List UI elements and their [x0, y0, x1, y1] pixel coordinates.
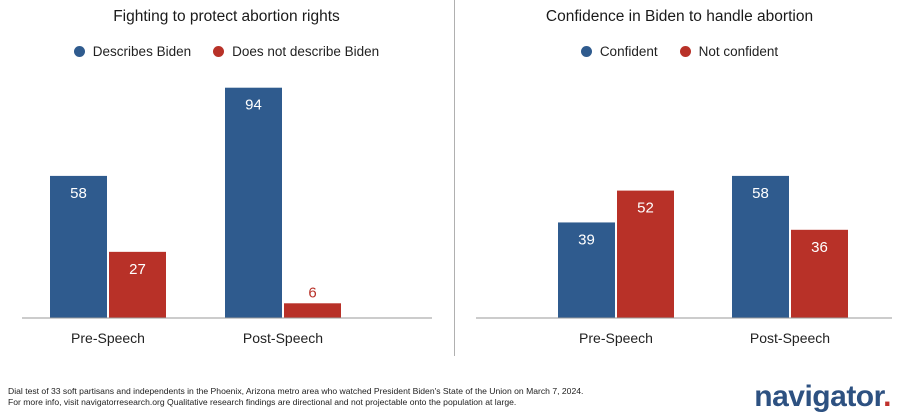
x-tick-label: Pre-Speech — [71, 330, 145, 346]
navigator-logo: navigator. — [754, 380, 891, 414]
data-label: 58 — [752, 185, 769, 202]
bar-pre-speech-series-1 — [617, 190, 674, 318]
legend-swatch-red — [679, 46, 691, 57]
x-tick-label: Pre-Speech — [579, 330, 653, 346]
bar-post-speech-series-1 — [791, 229, 848, 318]
bar-chart-abortion-rights: 58 27 Pre-Speech 94 6 Post-Speech — [22, 87, 432, 346]
logo-dot: . — [883, 380, 891, 413]
footnote: Dial test of 33 soft partisans and indep… — [8, 386, 583, 408]
legend-label: Does not describe Biden — [232, 44, 380, 59]
legend-swatch-red — [213, 46, 225, 57]
legend-swatch-blue — [580, 46, 592, 57]
chart-title: Fighting to protect abortion rights — [113, 8, 340, 25]
data-label: 6 — [308, 284, 316, 301]
legend-swatch-blue — [73, 46, 85, 57]
data-label: 27 — [129, 261, 146, 278]
legend-label: Not confident — [698, 44, 779, 59]
data-label: 36 — [811, 239, 828, 256]
bar-chart-confidence: 39 52 Pre-Speech 58 36 Post-Speech — [476, 175, 892, 346]
bar-pre-speech-series-0 — [50, 175, 107, 318]
panel-divider — [454, 0, 455, 356]
legend-label: Confident — [599, 44, 658, 59]
data-label: 58 — [70, 185, 87, 202]
left-chart-panel: Fighting to protect abortion rights Desc… — [0, 0, 453, 360]
x-tick-label: Post-Speech — [750, 330, 830, 346]
data-label: 94 — [245, 97, 262, 114]
right-chart-panel: Confidence in Biden to handle abortion C… — [456, 0, 903, 360]
legend-item: Does not describe Biden — [213, 44, 379, 59]
logo-text: navigator — [754, 380, 884, 413]
footnote-line: Dial test of 33 soft partisans and indep… — [8, 386, 584, 396]
bar-pre-speech-series-1 — [109, 251, 166, 318]
footnote-line: For more info, visit navigatorresearch.o… — [8, 397, 517, 407]
chart-legend: Confident Not confident — [456, 44, 903, 59]
chart-legend: Describes Biden Does not describe Biden — [0, 44, 453, 59]
legend-item: Describes Biden — [73, 44, 192, 59]
data-label: 52 — [637, 200, 654, 217]
chart-title: Confidence in Biden to handle abortion — [545, 8, 814, 25]
legend-item: Confident — [580, 44, 658, 59]
x-tick-label: Post-Speech — [243, 330, 323, 346]
bar-post-speech-series-1 — [284, 303, 341, 318]
bar-pre-speech-series-0 — [558, 222, 615, 318]
legend-label: Describes Biden — [92, 44, 192, 59]
bar-post-speech-series-0 — [732, 175, 789, 318]
data-label: 39 — [578, 231, 595, 248]
bar-post-speech-series-0 — [225, 87, 282, 318]
legend-item: Not confident — [679, 44, 779, 59]
